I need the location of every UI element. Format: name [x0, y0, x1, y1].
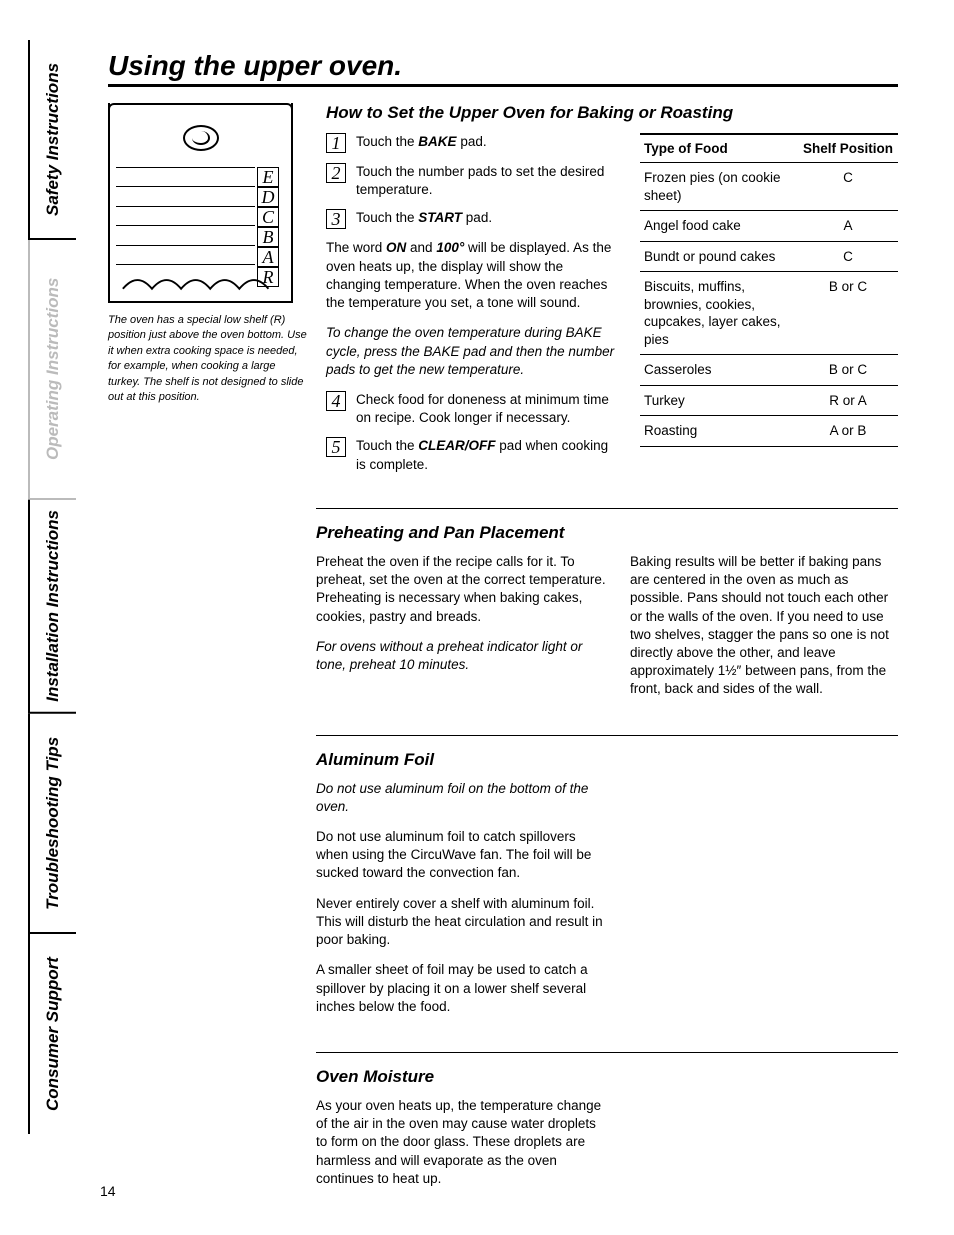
table-cell: B or C [798, 355, 898, 386]
table-cell: R or A [798, 385, 898, 416]
section2-colA: Preheat the oven if the recipe calls for… [316, 553, 608, 711]
table-cell: Biscuits, muffins, brownies, cookies, cu… [640, 272, 798, 355]
table-row: RoastingA or B [640, 416, 898, 447]
paragraph: For ovens without a preheat indicator li… [316, 638, 608, 674]
section1-heading: How to Set the Upper Oven for Baking or … [326, 103, 898, 123]
table-header: Shelf Position [798, 134, 898, 163]
table-header: Type of Food [640, 134, 798, 163]
step-number-icon: 5 [326, 437, 346, 457]
table-cell: Bundt or pound cakes [640, 241, 798, 272]
section1-steps: 1 Touch the BAKE pad. 2 Touch the number pa… [326, 133, 618, 484]
paragraph: As your oven heats up, the temperature c… [316, 1097, 608, 1188]
step-text: Touch the number pads to set the desired… [356, 163, 618, 199]
step: 5 Touch the CLEAR/OFF pad when cooking is… [326, 437, 618, 473]
table-cell: C [798, 163, 898, 211]
shelf-label: A [257, 247, 279, 267]
step-text: Touch the START pad. [356, 209, 618, 229]
shelf-label: E [257, 167, 279, 187]
section1-para2: To change the oven temperature during BA… [326, 324, 618, 379]
table-cell: Frozen pies (on cookie sheet) [640, 163, 798, 211]
table-cell: Casseroles [640, 355, 798, 386]
paragraph: Baking results will be better if baking … [630, 553, 898, 699]
table-cell: Angel food cake [640, 211, 798, 242]
table-cell: Turkey [640, 385, 798, 416]
step: 1 Touch the BAKE pad. [326, 133, 618, 153]
step: 2 Touch the number pads to set the desire… [326, 163, 618, 199]
main-content: Using the upper oven. EDCBAR The oven ha… [108, 50, 898, 1200]
step-text: Touch the CLEAR/OFF pad when cooking is … [356, 437, 618, 473]
table-cell: A or B [798, 416, 898, 447]
page-title: Using the upper oven. [108, 50, 898, 87]
page-number: 14 [100, 1183, 116, 1199]
table-row: Angel food cakeA [640, 211, 898, 242]
sidebar-tab: Consumer Support [28, 934, 76, 1134]
step: 4 Check food for doneness at minimum time… [326, 391, 618, 427]
step: 3 Touch the START pad. [326, 209, 618, 229]
paragraph: Do not use aluminum foil to catch spillo… [316, 828, 608, 883]
section3-heading: Aluminum Foil [316, 750, 898, 770]
sidebar-tab: Operating Instructions [28, 240, 76, 500]
paragraph: Do not use aluminum foil on the bottom o… [316, 780, 608, 816]
shelf-label: B [257, 227, 279, 247]
sidebar-tab: Installation Instructions [28, 500, 76, 714]
shelf-label: D [257, 187, 279, 207]
sidebar-tab: Safety Instructions [28, 40, 76, 240]
section4-heading: Oven Moisture [316, 1067, 898, 1087]
table-cell: C [798, 241, 898, 272]
food-table: Type of FoodShelf Position Frozen pies (… [640, 133, 898, 447]
section2-colB: Baking results will be better if baking … [630, 553, 898, 711]
table-row: Biscuits, muffins, brownies, cookies, cu… [640, 272, 898, 355]
table-row: Frozen pies (on cookie sheet)C [640, 163, 898, 211]
oven-diagram: EDCBAR [108, 103, 293, 303]
table-cell: Roasting [640, 416, 798, 447]
step-number-icon: 4 [326, 391, 346, 411]
step-number-icon: 3 [326, 209, 346, 229]
section3-body: Do not use aluminum foil on the bottom o… [316, 780, 608, 1028]
section4-body: As your oven heats up, the temperature c… [316, 1097, 608, 1200]
section1-para1: The word ON and 100° will be displayed. … [326, 239, 618, 312]
diagram-caption: The oven has a special low shelf (R) pos… [108, 313, 308, 405]
table-cell: A [798, 211, 898, 242]
step-text: Check food for doneness at minimum time … [356, 391, 618, 427]
paragraph: A smaller sheet of foil may be used to c… [316, 961, 608, 1016]
table-row: CasserolesB or C [640, 355, 898, 386]
paragraph: Never entirely cover a shelf with alumin… [316, 895, 608, 950]
table-cell: B or C [798, 272, 898, 355]
paragraph: Preheat the oven if the recipe calls for… [316, 553, 608, 626]
section2-heading: Preheating and Pan Placement [316, 523, 898, 543]
step-number-icon: 1 [326, 133, 346, 153]
table-row: TurkeyR or A [640, 385, 898, 416]
sidebar-tab: Troubleshooting Tips [28, 714, 76, 934]
table-row: Bundt or pound cakesC [640, 241, 898, 272]
step-text: Touch the BAKE pad. [356, 133, 618, 153]
diagram-column: EDCBAR The oven has a special low shelf … [108, 103, 308, 484]
step-number-icon: 2 [326, 163, 346, 183]
sidebar-tabs: Safety InstructionsOperating Instruction… [28, 40, 76, 1180]
shelf-label: C [257, 207, 279, 227]
